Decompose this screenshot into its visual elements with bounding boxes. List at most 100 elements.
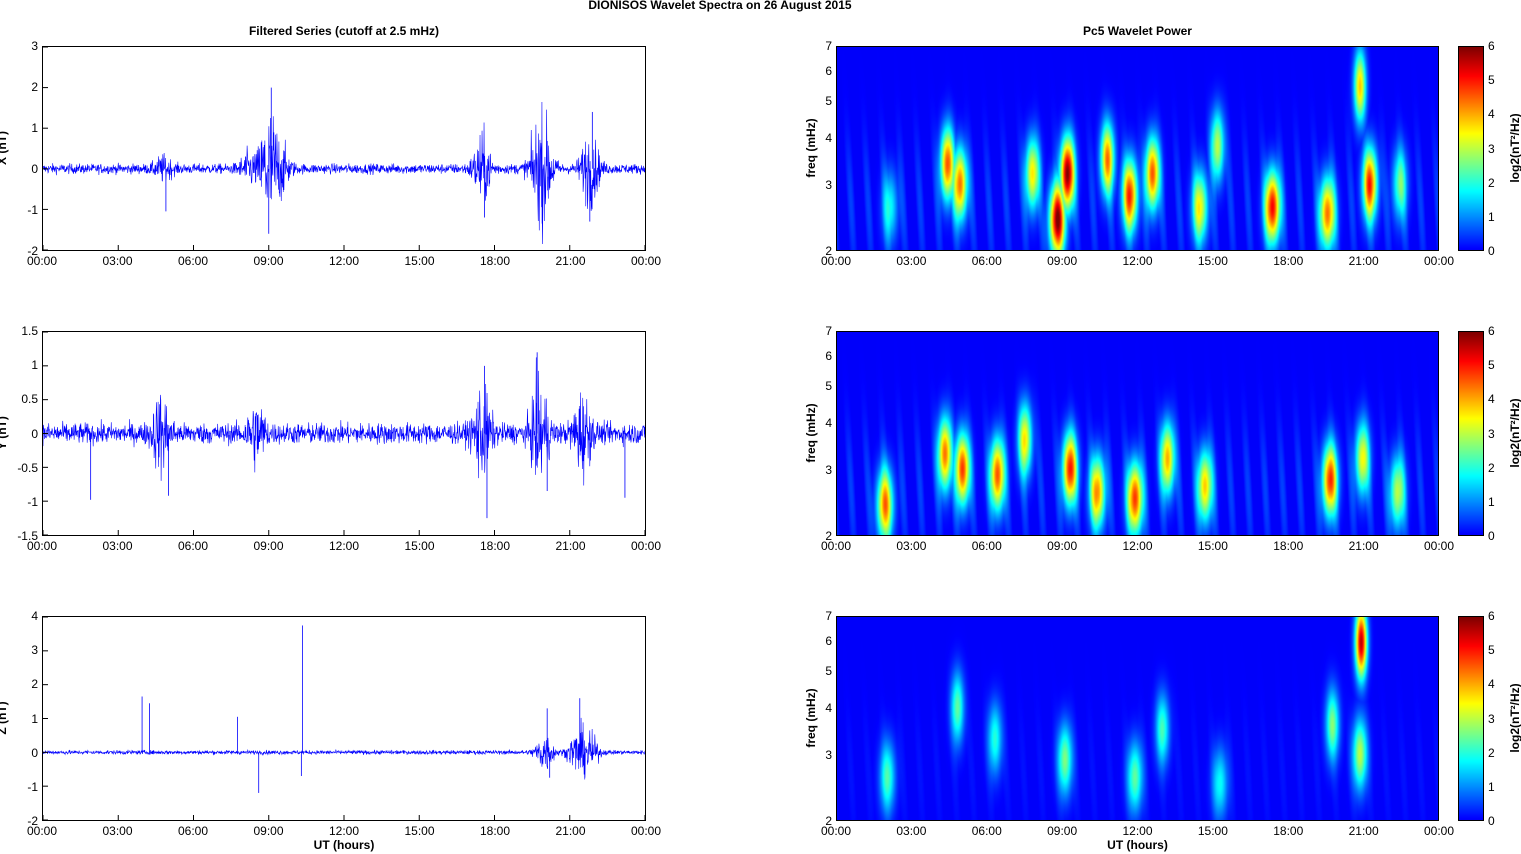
line-y-x-tick: 03:00 (102, 539, 133, 553)
y-tick-y: 0.5 (21, 392, 38, 407)
series-line-z (43, 717, 645, 780)
line-x-x-tick: 00:00 (630, 254, 662, 268)
colorbar-tick: 2 (1488, 745, 1495, 760)
freq-tick: 5 (825, 379, 832, 394)
heatmap-2-x-tick: 09:00 (1047, 539, 1078, 553)
y-tick-z: 0 (31, 745, 38, 760)
wavelet-power-heatmap-3 (837, 617, 1438, 820)
heatmap-panel-1 (836, 46, 1439, 251)
y-axis-label-z: Z (nT) (0, 700, 9, 734)
line-y-x-tick: 18:00 (479, 539, 511, 553)
colorbar-tick: 6 (1488, 39, 1495, 53)
line-x-x-tick: 09:00 (253, 254, 284, 268)
line-plot-z (43, 617, 645, 820)
freq-tick: 2 (825, 814, 832, 828)
line-z-x-tick: 06:00 (177, 824, 209, 838)
heatmap-2-x-tick: 21:00 (1348, 539, 1379, 553)
figure-title: DIONISOS Wavelet Spectra on 26 August 20… (588, 0, 852, 12)
line-z-x-tick: 00:00 (26, 824, 58, 838)
y-axis-label-y: Y (nT) (0, 415, 9, 450)
colorbar-label-1: log2(nT²/Hz) (1508, 112, 1521, 183)
colorbar-tick: 0 (1488, 814, 1495, 828)
freq-tick: 7 (825, 609, 832, 623)
heatmap-1-x-tick: 06:00 (971, 254, 1002, 268)
colorbar-tick: 6 (1488, 609, 1495, 623)
colorbar-tick: 3 (1488, 141, 1495, 156)
line-z-x-tick: 18:00 (479, 824, 511, 838)
line-z-x-tick: 03:00 (102, 824, 133, 838)
line-y-x-tick: 15:00 (404, 539, 435, 553)
heatmap-3-x-tick: 03:00 (896, 824, 927, 838)
wavelet-power-heatmap-1 (837, 47, 1438, 250)
colorbar-tick: 6 (1488, 324, 1495, 338)
line-x-x-tick: 18:00 (479, 254, 511, 268)
colorbar-gradient (1459, 332, 1483, 535)
y-tick-y: 1 (31, 358, 38, 373)
line-y-x-tick: 06:00 (177, 539, 209, 553)
colorbar-tick: 1 (1488, 209, 1495, 224)
colorbar-tick: 3 (1488, 711, 1495, 726)
heatmap-1-x-tick: 15:00 (1197, 254, 1228, 268)
x-axis-label-left: UT (hours) (313, 838, 375, 852)
heatmap-1-x-tick: 18:00 (1273, 254, 1304, 268)
heatmap-1-x-tick: 12:00 (1122, 254, 1153, 268)
y-tick-y: 0 (31, 426, 38, 441)
colorbar-tick: 2 (1488, 175, 1495, 190)
y-tick-z: 2 (31, 677, 38, 692)
heatmap-2-x-tick: 03:00 (896, 539, 927, 553)
colorbar-tick: 0 (1488, 529, 1495, 543)
freq-tick: 3 (825, 177, 832, 192)
y-tick-z: 3 (31, 643, 38, 658)
colorbar-label-2: log2(nT²/Hz) (1508, 397, 1521, 468)
line-y-x-tick: 21:00 (555, 539, 586, 553)
left-column-title: Filtered Series (cutoff at 2.5 mHz) (248, 24, 440, 38)
freq-tick: 3 (825, 462, 832, 477)
y-tick-y: -1 (27, 494, 38, 509)
line-x-x-tick: 15:00 (404, 254, 435, 268)
colorbar-tick: 0 (1488, 244, 1495, 258)
freq-tick: 4 (825, 415, 832, 430)
colorbar-3 (1458, 616, 1484, 821)
line-x-x-tick: 00:00 (26, 254, 58, 268)
line-x-x-tick: 12:00 (328, 254, 360, 268)
y-tick-x: -1 (27, 203, 38, 217)
heatmap-3-x-tick: 00:00 (820, 824, 852, 838)
y-axis-label-x: X (nT) (0, 130, 9, 165)
y-tick-y: -0.5 (17, 460, 38, 475)
colorbar-tick: 4 (1488, 107, 1495, 122)
y-tick-x: 3 (31, 39, 38, 53)
line-plot-x (43, 47, 645, 250)
colorbar-tick: 2 (1488, 460, 1495, 475)
heatmap-3-x-tick: 12:00 (1122, 824, 1153, 838)
colorbar-tick: 4 (1488, 392, 1495, 407)
heatmap-panel-2 (836, 331, 1439, 536)
freq-tick: 6 (825, 64, 832, 79)
y-tick-x: 0 (31, 162, 38, 176)
wavelet-power-heatmap-2 (837, 332, 1438, 535)
line-y-x-tick: 12:00 (328, 539, 360, 553)
freq-tick: 6 (825, 349, 832, 364)
heatmap-3-x-tick: 21:00 (1348, 824, 1379, 838)
line-panel-y (42, 331, 646, 536)
colorbar-gradient (1459, 47, 1483, 250)
freq-tick: 3 (825, 747, 832, 762)
freq-tick: 4 (825, 130, 832, 145)
freq-tick: 2 (825, 529, 832, 543)
freq-tick: 7 (825, 324, 832, 338)
heatmap-3-x-tick: 00:00 (1423, 824, 1455, 838)
line-x-x-tick: 06:00 (177, 254, 209, 268)
heatmap-3-x-tick: 06:00 (971, 824, 1002, 838)
freq-tick: 6 (825, 634, 832, 649)
heatmap-panel-3 (836, 616, 1439, 821)
heatmap-3-x-tick: 09:00 (1047, 824, 1078, 838)
y-tick-y: 1.5 (21, 324, 38, 338)
line-y-x-tick: 09:00 (253, 539, 284, 553)
freq-tick: 5 (825, 664, 832, 679)
heatmap-2-x-tick: 12:00 (1122, 539, 1153, 553)
heatmap-1-x-tick: 00:00 (1423, 254, 1455, 268)
colorbar-2 (1458, 331, 1484, 536)
heatmap-1-x-tick: 03:00 (896, 254, 927, 268)
colorbar-tick: 5 (1488, 358, 1495, 373)
colorbar-tick: 3 (1488, 426, 1495, 441)
colorbar-tick: 5 (1488, 73, 1495, 88)
